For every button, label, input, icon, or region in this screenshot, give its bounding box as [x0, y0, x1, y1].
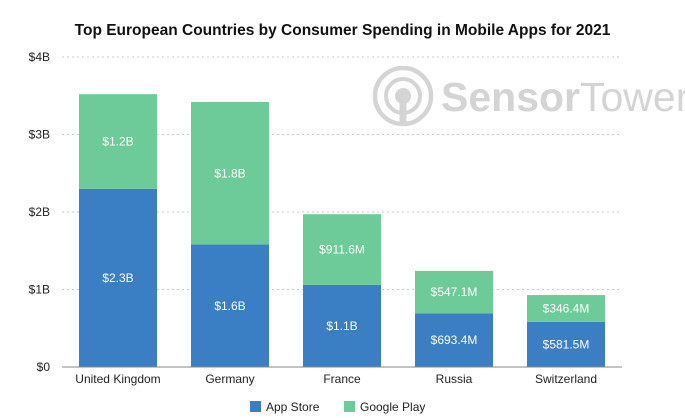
bar-value-label: $346.4M	[543, 302, 590, 316]
x-tick-label: Germany	[205, 372, 254, 386]
bar-app-store	[79, 188, 157, 367]
bar-app-store	[303, 284, 381, 367]
x-tick-label: Russia	[436, 372, 473, 386]
legend-swatch	[250, 401, 261, 412]
legend-swatch	[344, 401, 355, 412]
y-tick-label: $1B	[29, 283, 50, 297]
sensortower-logo-icon	[372, 65, 434, 127]
bar-google-play	[527, 295, 605, 322]
watermark-text: SensorTower	[441, 74, 685, 120]
bar-app-store	[527, 321, 605, 367]
bar-google-play	[303, 214, 381, 285]
bar-app-store	[415, 313, 493, 367]
bar-value-label: $693.4M	[431, 333, 478, 347]
bar-value-label: $1.2B	[102, 134, 133, 148]
y-tick-label: $2B	[29, 205, 50, 219]
legend-label: Google Play	[360, 400, 425, 414]
bar-value-label: $1.6B	[214, 299, 245, 313]
legend: App Store Google Play	[250, 400, 425, 414]
bar-app-store	[191, 244, 269, 367]
y-axis-tick-labels: $0 $1B $2B $3B $4B	[29, 50, 51, 374]
bar-value-label: $911.6M	[319, 243, 365, 257]
bar-value-label: $581.5M	[543, 337, 590, 351]
bar-google-play	[79, 94, 157, 189]
sensortower-watermark: SensorTower	[372, 65, 685, 127]
bar-google-play	[191, 101, 269, 245]
bar-value-label: $1.8B	[214, 166, 245, 180]
y-tick-label: $4B	[29, 50, 50, 64]
y-tick-label: $0	[37, 360, 51, 374]
y-tick-label: $3B	[29, 128, 50, 142]
chart-title: Top European Countries by Consumer Spend…	[74, 22, 611, 39]
bar-value-label: $2.3B	[102, 271, 133, 285]
x-tick-label: United Kingdom	[75, 372, 160, 386]
watermark-brand-first: Sensor	[441, 74, 580, 120]
x-axis-tick-labels: United Kingdom Germany France Russia Switzer…	[75, 372, 597, 386]
bar-value-label: $1.1B	[326, 319, 357, 333]
x-tick-label: Switzerland	[535, 372, 597, 386]
legend-label: App Store	[266, 400, 320, 414]
x-tick-label: France	[323, 372, 361, 386]
bars: $2.3B $1.2B $1.6B $1.8B $1.1B $911.6M $693.4M $…	[79, 94, 605, 367]
watermark-brand-second: Tower	[580, 74, 685, 120]
bar-value-label: $547.1M	[431, 285, 478, 299]
bar-google-play	[415, 270, 493, 314]
